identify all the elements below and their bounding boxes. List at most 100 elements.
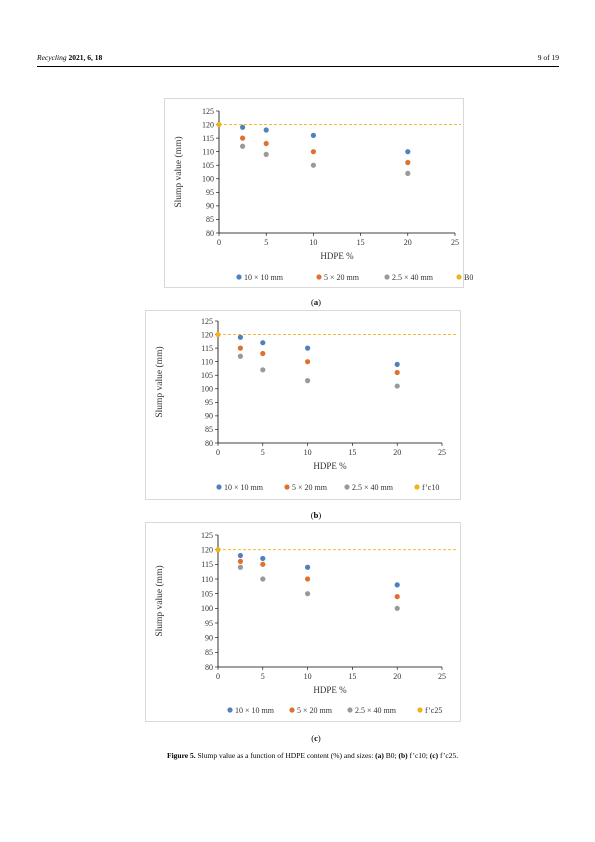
data-point bbox=[394, 361, 400, 367]
x-axis-label: HDPE % bbox=[313, 461, 347, 471]
x-tick-label: 15 bbox=[348, 672, 356, 681]
x-tick-label: 5 bbox=[264, 238, 268, 247]
legend-marker bbox=[316, 274, 322, 280]
journal-name: Recycling bbox=[37, 53, 67, 62]
legend-entry: 10 × 10 mm bbox=[244, 273, 284, 282]
y-tick-label: 105 bbox=[201, 371, 213, 380]
y-tick-label: 80 bbox=[205, 663, 213, 672]
data-point bbox=[260, 367, 266, 373]
legend-entry: 2.5 × 40 mm bbox=[352, 483, 394, 492]
x-tick-label: 25 bbox=[438, 448, 446, 457]
chart-panel-a: 80 85 90 95 100 105 110 115 120 125 0 5 10 15 20 25 HDPE… bbox=[164, 98, 473, 288]
data-point bbox=[260, 555, 266, 562]
caption-letter-a: (a) bbox=[375, 751, 384, 760]
y-tick-label: 95 bbox=[205, 398, 213, 407]
legend-entry: f’c25 bbox=[425, 706, 442, 715]
y-tick-label: 90 bbox=[206, 202, 214, 211]
data-point bbox=[216, 121, 222, 128]
y-tick-label: 90 bbox=[205, 412, 213, 421]
legend-entry: 5 × 20 mm bbox=[297, 706, 333, 715]
page-header: Recycling 2021, 6, 18 9 of 19 bbox=[37, 52, 559, 64]
x-tick-label: 25 bbox=[451, 238, 459, 247]
caption-label: Figure 5. bbox=[167, 751, 196, 760]
legend-entry: 5 × 20 mm bbox=[292, 483, 328, 492]
y-axis-label: Slump value (mm) bbox=[173, 136, 184, 207]
data-point bbox=[240, 124, 246, 130]
x-tick-label: 5 bbox=[261, 448, 265, 457]
y-tick-label: 120 bbox=[202, 120, 214, 129]
legend-entry: f’c10 bbox=[422, 483, 439, 492]
legend-marker bbox=[236, 274, 242, 280]
y-tick-label: 115 bbox=[201, 560, 213, 569]
y-tick-label: 125 bbox=[201, 531, 213, 540]
x-tick-label: 25 bbox=[438, 672, 446, 681]
data-point bbox=[394, 605, 400, 611]
data-point bbox=[405, 159, 411, 166]
y-tick-label: 100 bbox=[201, 385, 213, 394]
data-point bbox=[310, 132, 316, 138]
x-axis-label: HDPE % bbox=[313, 685, 347, 695]
legend-marker bbox=[284, 484, 290, 490]
data-point bbox=[310, 149, 316, 155]
legend-marker bbox=[417, 707, 423, 713]
y-tick-label: 85 bbox=[205, 648, 213, 657]
x-tick-label: 0 bbox=[216, 448, 220, 457]
x-tick-label: 10 bbox=[304, 448, 312, 457]
data-point bbox=[237, 345, 243, 351]
caption-part-b: f’c10; bbox=[407, 751, 430, 760]
y-tick-label: 120 bbox=[201, 330, 213, 339]
legend-marker bbox=[344, 484, 350, 490]
data-point bbox=[305, 591, 311, 597]
chart-panel-c: 80 85 90 95 100 105 110 115 120 125 0 5 10 15 20 25 HDPE… bbox=[145, 522, 461, 722]
y-tick-label: 125 bbox=[202, 107, 214, 116]
data-point bbox=[237, 353, 243, 359]
data-point bbox=[260, 561, 266, 567]
data-point bbox=[305, 576, 311, 582]
data-point bbox=[305, 564, 311, 570]
chart-svg: 80 85 90 95 100 105 110 115 120 125 0 5 10 15 20 25 HDPE… bbox=[173, 107, 473, 282]
caption-text: Slump value as a function of HDPE conten… bbox=[197, 751, 376, 760]
x-tick-label: 20 bbox=[404, 238, 412, 247]
y-tick-label: 105 bbox=[201, 589, 213, 598]
panel-label-c: (c) bbox=[311, 733, 321, 743]
y-tick-label: 100 bbox=[201, 604, 213, 613]
y-tick-label: 80 bbox=[205, 439, 213, 448]
x-tick-label: 10 bbox=[309, 238, 317, 247]
y-tick-label: 85 bbox=[206, 215, 214, 224]
data-point bbox=[240, 143, 246, 149]
figure-caption: Figure 5. Slump value as a function of H… bbox=[167, 751, 567, 761]
y-tick-label: 110 bbox=[202, 147, 214, 156]
x-tick-label: 15 bbox=[357, 238, 365, 247]
data-point bbox=[305, 378, 311, 384]
y-tick-label: 120 bbox=[201, 545, 213, 554]
legend-marker bbox=[216, 484, 222, 490]
data-point bbox=[237, 552, 243, 559]
legend-marker bbox=[414, 484, 420, 490]
data-point bbox=[237, 558, 243, 564]
data-point bbox=[405, 149, 411, 155]
caption-letter-b: (b) bbox=[398, 751, 408, 760]
data-point bbox=[240, 135, 246, 141]
y-axis-label: Slump value (mm) bbox=[154, 565, 165, 636]
data-point bbox=[215, 547, 221, 553]
chart-svg: 80 85 90 95 100 105 110 115 120 125 0 5 10 15 20 25 HDPE… bbox=[154, 317, 458, 492]
data-point bbox=[263, 151, 269, 157]
data-point bbox=[237, 564, 243, 570]
x-tick-label: 5 bbox=[261, 672, 265, 681]
data-point bbox=[305, 345, 311, 351]
legend-marker bbox=[456, 274, 462, 280]
header-rule bbox=[37, 66, 559, 67]
data-point bbox=[394, 594, 400, 600]
citation-year-volume: 2021, 6, 18 bbox=[68, 53, 103, 62]
y-tick-label: 90 bbox=[205, 633, 213, 642]
y-tick-label: 95 bbox=[205, 619, 213, 628]
data-point bbox=[405, 170, 411, 176]
chart-svg: 80 85 90 95 100 105 110 115 120 125 0 5 10 15 20 25 HDPE… bbox=[154, 531, 458, 715]
y-tick-label: 100 bbox=[202, 175, 214, 184]
chart-panel-b: 80 85 90 95 100 105 110 115 120 125 0 5 10 15 20 25 HDPE… bbox=[145, 310, 461, 500]
legend-marker bbox=[347, 707, 353, 713]
x-tick-label: 10 bbox=[304, 672, 312, 681]
x-tick-label: 20 bbox=[393, 672, 401, 681]
journal-citation: Recycling 2021, 6, 18 bbox=[37, 52, 102, 64]
y-tick-label: 110 bbox=[201, 357, 213, 366]
